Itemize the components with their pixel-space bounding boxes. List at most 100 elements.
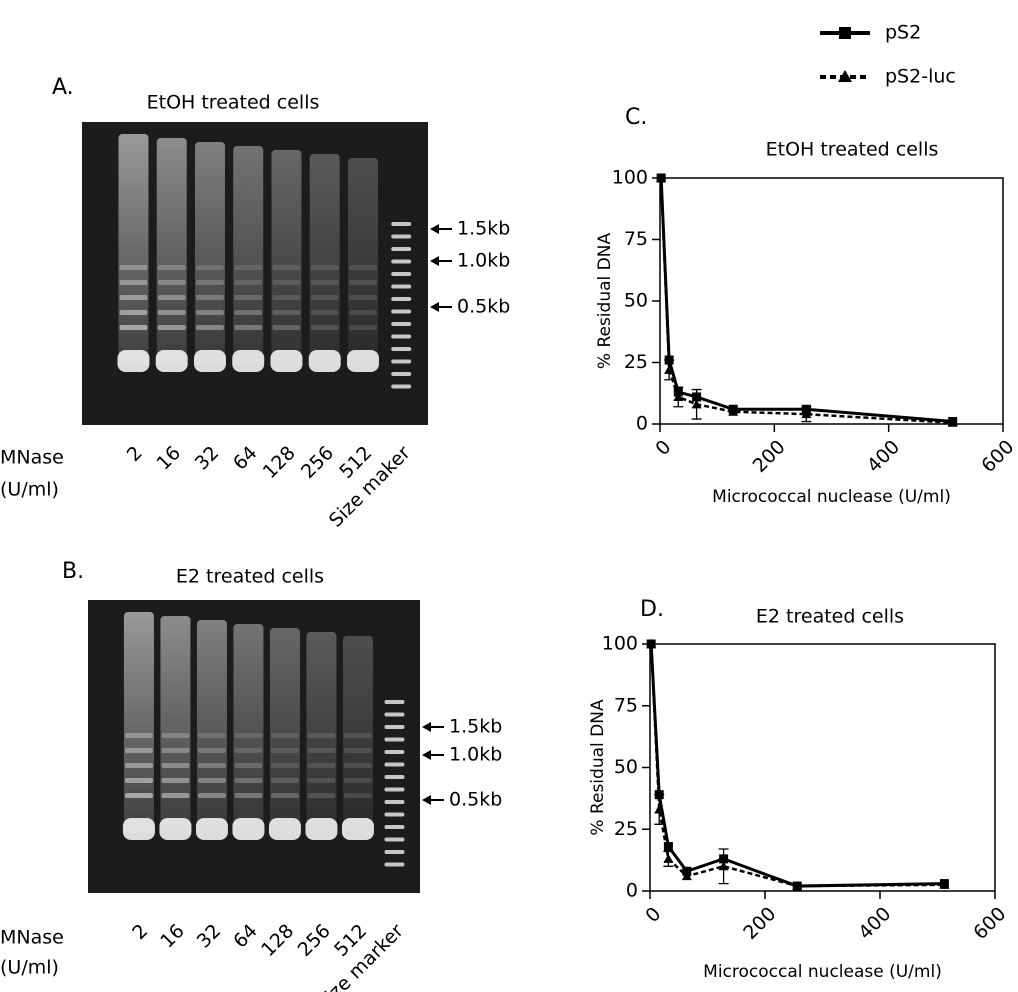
panel-label: D. — [640, 597, 664, 622]
data-point — [664, 364, 675, 374]
gel-ladder-band — [197, 733, 226, 738]
gel-smear — [342, 636, 373, 833]
gel-band — [232, 818, 265, 840]
gel-ladder-band — [157, 325, 186, 330]
gel-ladder-band — [391, 347, 412, 351]
gel-smear — [233, 146, 264, 365]
gel-ladder-band — [195, 325, 224, 330]
gel-ladder-band — [195, 280, 224, 285]
gel-band — [341, 818, 374, 840]
gel-ladder-band — [234, 748, 263, 753]
y-tick-label: 0 — [626, 880, 638, 902]
y-tick-label: 0 — [636, 413, 648, 435]
gel-band — [195, 818, 228, 840]
series-line — [649, 643, 945, 888]
gel-ladder-band — [161, 778, 190, 783]
gel-title: E2 treated cells — [176, 566, 324, 588]
gel-band — [122, 818, 155, 840]
lane-label: 16 — [152, 442, 185, 475]
gel-ladder-band — [343, 793, 372, 798]
y-tick-label: 100 — [612, 167, 648, 189]
x-tick-label: 200 — [749, 436, 790, 477]
gel-ladder-band — [124, 733, 153, 738]
gel-ladder-band — [234, 310, 263, 315]
gel-smear — [156, 138, 187, 365]
x-axis-label: Micrococcal nuclease (U/ml) — [712, 487, 951, 507]
marker-label: 1.0kb — [449, 744, 502, 766]
gel-ladder-band — [310, 325, 339, 330]
gel-ladder-band — [157, 265, 186, 270]
gel-ladder-band — [348, 325, 377, 330]
gel-ladder-band — [157, 310, 186, 315]
gel-ladder-band — [234, 778, 263, 783]
lane-label: 16 — [156, 920, 189, 953]
gel-smear — [160, 616, 191, 833]
gel-ladder-band — [307, 748, 336, 753]
gel-ladder-band — [270, 748, 299, 753]
gel-ladder-band — [343, 748, 372, 753]
gel-ladder-band — [384, 837, 405, 842]
gel-ladder-band — [391, 372, 412, 376]
gel-ladder-band — [124, 778, 153, 783]
gel-ladder-band — [310, 280, 339, 285]
gel-smear — [118, 134, 149, 365]
gel-ladder-band — [195, 265, 224, 270]
y-tick-label: 100 — [602, 633, 638, 655]
gel-ladder-band — [310, 295, 339, 300]
gel-ladder-band — [348, 265, 377, 270]
gel-ladder-band — [384, 725, 405, 729]
gel-ladder-band — [195, 295, 224, 300]
gel-ladder-band — [307, 793, 336, 798]
data-point — [663, 853, 674, 863]
marker-arrowhead — [422, 795, 431, 805]
legend-label: pS2 — [885, 22, 921, 44]
gel-band — [308, 350, 341, 372]
data-point — [939, 879, 950, 889]
data-point — [792, 881, 803, 891]
gel-ladder-band — [157, 295, 186, 300]
lane-label: 64 — [229, 442, 262, 475]
y-axis-label: % Residual DNA — [588, 699, 608, 836]
gel-ladder-band — [384, 812, 405, 817]
gel-ladder-band — [161, 748, 190, 753]
gel-ladder-band — [391, 384, 412, 389]
gel-ladder-band — [157, 280, 186, 285]
gel-smear — [194, 142, 225, 365]
lane-label: 32 — [191, 442, 224, 475]
marker-arrowhead — [422, 722, 431, 732]
gel-ladder-band — [161, 733, 190, 738]
gel-ladder-band — [197, 748, 226, 753]
gel-ladder-band — [197, 793, 226, 798]
marker-label: 1.5kb — [449, 716, 502, 738]
y-axis-label: % Residual DNA — [595, 233, 615, 370]
gel-ladder-band — [348, 310, 377, 315]
y-tick-label: 50 — [624, 290, 648, 312]
gel-smear — [347, 158, 378, 365]
gel-ladder-band — [124, 793, 153, 798]
gel-ladder-band — [384, 787, 405, 792]
lane-label: 128 — [259, 442, 300, 483]
gel-ladder-band — [391, 247, 412, 251]
gel-ladder-band — [119, 265, 148, 270]
series-line — [649, 643, 945, 888]
y-tick-label: 25 — [614, 818, 638, 840]
data-point — [691, 399, 702, 409]
marker-arrowhead — [430, 302, 439, 312]
gel-ladder-band — [384, 800, 405, 804]
lane-label: 2 — [128, 920, 152, 944]
gel-ladder-band — [234, 325, 263, 330]
x-tick-label: 400 — [854, 903, 895, 944]
gel-ladder-band — [348, 280, 377, 285]
gel-ladder-band — [391, 297, 412, 301]
gel-ladder-band — [119, 310, 148, 315]
data-point — [947, 417, 958, 427]
gel-ladder-band — [234, 295, 263, 300]
gel-smear — [123, 612, 154, 833]
gel-ladder-band — [270, 733, 299, 738]
gel-ladder-band — [391, 234, 412, 239]
data-point — [801, 409, 812, 419]
gel-ladder-band — [234, 793, 263, 798]
gel-ladder-band — [391, 272, 412, 276]
lane-label: 32 — [193, 920, 226, 953]
